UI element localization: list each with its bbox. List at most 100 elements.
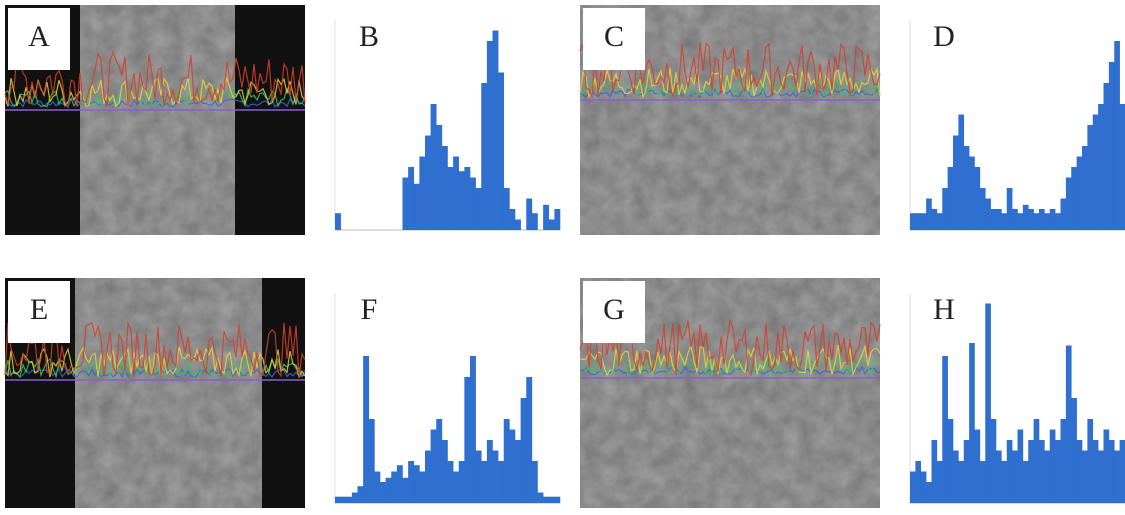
bar [964,440,970,503]
bar [1087,125,1093,230]
bar [549,220,555,231]
bar [942,356,948,503]
bar [403,178,409,231]
bar [958,115,964,231]
panel: A [5,5,305,235]
bar [1055,213,1061,230]
bar [1071,167,1077,230]
bar [1044,213,1050,230]
bar [470,356,476,503]
bar [1114,451,1120,504]
bar [1093,440,1099,503]
bar [953,451,959,504]
bar [996,451,1002,504]
bar [369,419,375,503]
bar [532,213,538,230]
bar [453,157,459,231]
bar [921,472,927,504]
bar [1061,199,1067,231]
bar [1114,41,1120,230]
bar [1028,209,1034,230]
bar [504,188,510,230]
bar [991,419,997,503]
bar [1066,178,1072,231]
panel-label: F [361,293,378,326]
bar [341,497,347,503]
bar [425,136,431,231]
bar [408,461,414,503]
bar [1018,213,1024,230]
bar [498,461,504,503]
bar [509,209,515,230]
bar [487,41,493,230]
bar [1077,157,1083,231]
bar [358,486,364,503]
bar [380,482,386,503]
bar [335,497,341,503]
bar [521,398,527,503]
figure: ABCDEFGH [0,0,1125,515]
bar [926,199,932,231]
bar [509,430,515,504]
bar [453,472,459,504]
bar [985,199,991,231]
bar [1001,461,1007,503]
bar [464,167,470,230]
bar [476,188,482,230]
bar [397,465,403,503]
bar [1082,451,1088,504]
bar [335,213,341,230]
bar [493,31,499,231]
bar [1055,440,1061,503]
bar [932,209,938,230]
bar [487,440,493,503]
bar [975,430,981,504]
bar [498,73,504,231]
bar [448,167,454,230]
bar [937,213,943,230]
panel: E [5,278,305,508]
panel-label: B [359,20,379,53]
bar [958,461,964,503]
bar [532,461,538,503]
bar [1012,209,1018,230]
bar [1023,205,1029,230]
bar [1001,213,1007,230]
bar [543,205,549,230]
bar [932,440,938,503]
bar [1034,213,1040,230]
bar [1039,440,1045,503]
bar [1028,440,1034,503]
bar [991,209,997,230]
bar [442,440,448,503]
bar [910,472,916,504]
bar [975,167,981,230]
bar [1082,146,1088,230]
bar [1039,209,1045,230]
bar [464,377,470,503]
bar [1093,115,1099,231]
bar [442,146,448,230]
bar [436,419,442,503]
bar [554,209,560,230]
bar [1007,440,1013,503]
bar [1061,419,1067,503]
panel: G [580,278,880,508]
bar [403,478,409,503]
bar [915,213,921,230]
bar [969,335,975,503]
bar [470,178,476,231]
bar [476,451,482,504]
panel-label: D [933,20,955,53]
bar [538,493,544,504]
panel: D [910,8,1125,230]
bar [1012,451,1018,504]
bar [481,83,487,230]
bar [425,451,431,504]
bar [1023,461,1029,503]
bar [526,199,532,231]
bar [481,461,487,503]
bar [980,461,986,503]
bar [1104,83,1110,230]
bar [937,461,943,503]
